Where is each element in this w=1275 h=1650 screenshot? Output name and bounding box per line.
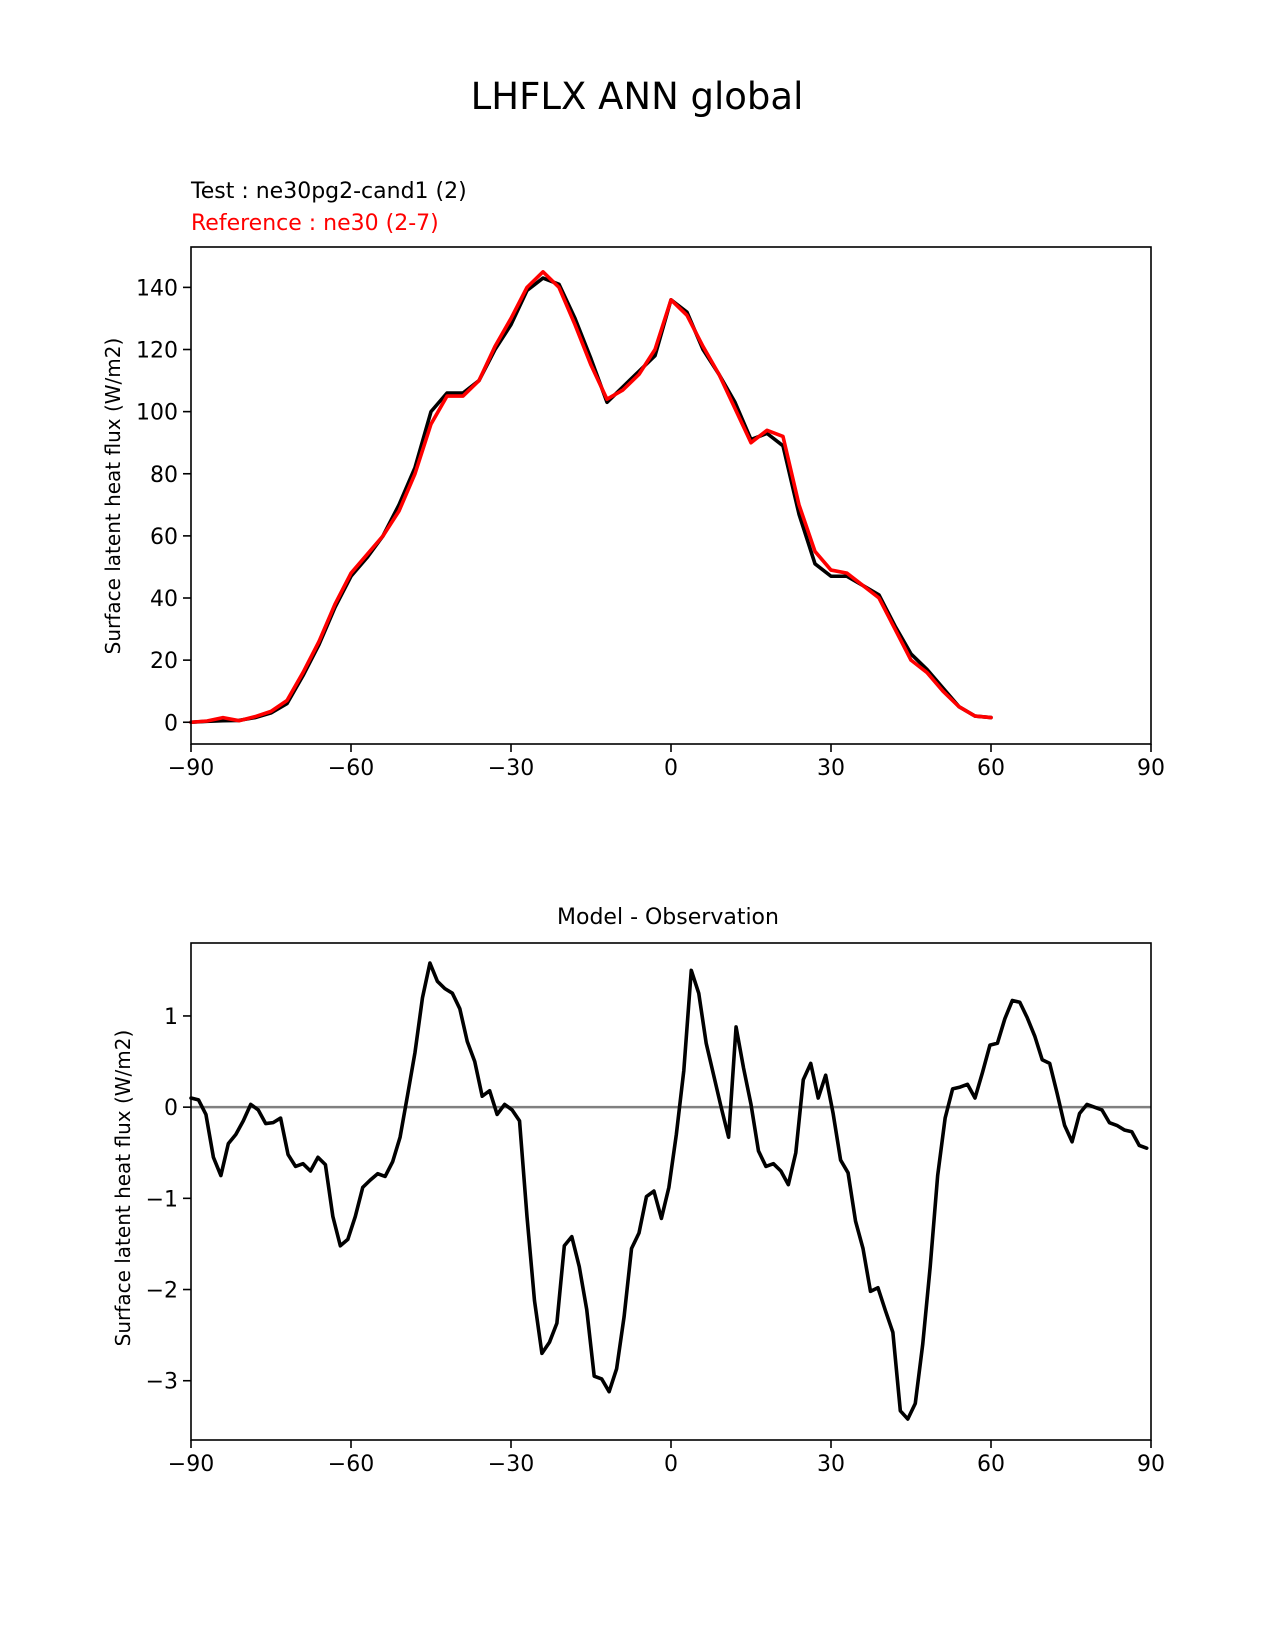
bottom-xtick-label: 60 (977, 1452, 1005, 1477)
reference-title: Reference : ne30 (2-7) (191, 211, 439, 236)
bottom-ytick-label: −3 (146, 1370, 178, 1395)
top-xtick-label: 30 (817, 756, 845, 781)
bottom-series-model-observation (189, 961, 1149, 1421)
top-xtick-label: 60 (977, 756, 1005, 781)
top-ytick-label: 120 (136, 339, 178, 364)
bottom-ytick-label: 0 (164, 1096, 178, 1121)
top-axes-frame (190, 246, 1152, 745)
top-xtick-label: −60 (328, 756, 374, 781)
top-panel: Test : ne30pg2-cand1 (2) Reference : ne3… (101, 179, 1165, 781)
bottom-xtick-label: 30 (817, 1452, 845, 1477)
top-ytick-label: 60 (150, 525, 178, 550)
top-xtick-label: 90 (1137, 756, 1165, 781)
top-series-reference (189, 270, 993, 725)
top-xtick-label: −30 (488, 756, 534, 781)
test-title: Test : ne30pg2-cand1 (2) (190, 179, 467, 204)
bottom-ytick-label: −2 (146, 1279, 178, 1304)
figure-title: LHFLX ANN global (471, 75, 804, 118)
bottom-xtick-label: 0 (664, 1452, 678, 1477)
top-ytick-label: 100 (136, 401, 178, 426)
top-xtick-label: 0 (664, 756, 678, 781)
bottom-panel: Model - Observation Surface latent heat … (111, 905, 1165, 1477)
bottom-xtick-label: 90 (1137, 1452, 1165, 1477)
bottom-ytick-label: 1 (164, 1005, 178, 1030)
bottom-xtick-label: −90 (168, 1452, 214, 1477)
top-ytick-label: 80 (150, 463, 178, 488)
bottom-ylabel: Surface latent heat flux (W/m2) (111, 1030, 135, 1347)
bottom-title: Model - Observation (557, 905, 779, 930)
top-xtick-label: −90 (168, 756, 214, 781)
top-ytick-label: 20 (150, 649, 178, 674)
top-ytick-label: 40 (150, 587, 178, 612)
top-ylabel: Surface latent heat flux (W/m2) (101, 338, 125, 655)
bottom-xtick-label: −30 (488, 1452, 534, 1477)
bottom-ytick-label: −1 (146, 1187, 178, 1212)
bottom-xtick-label: −60 (328, 1452, 374, 1477)
top-ytick-label: 0 (164, 711, 178, 736)
top-ytick-label: 140 (136, 276, 178, 301)
